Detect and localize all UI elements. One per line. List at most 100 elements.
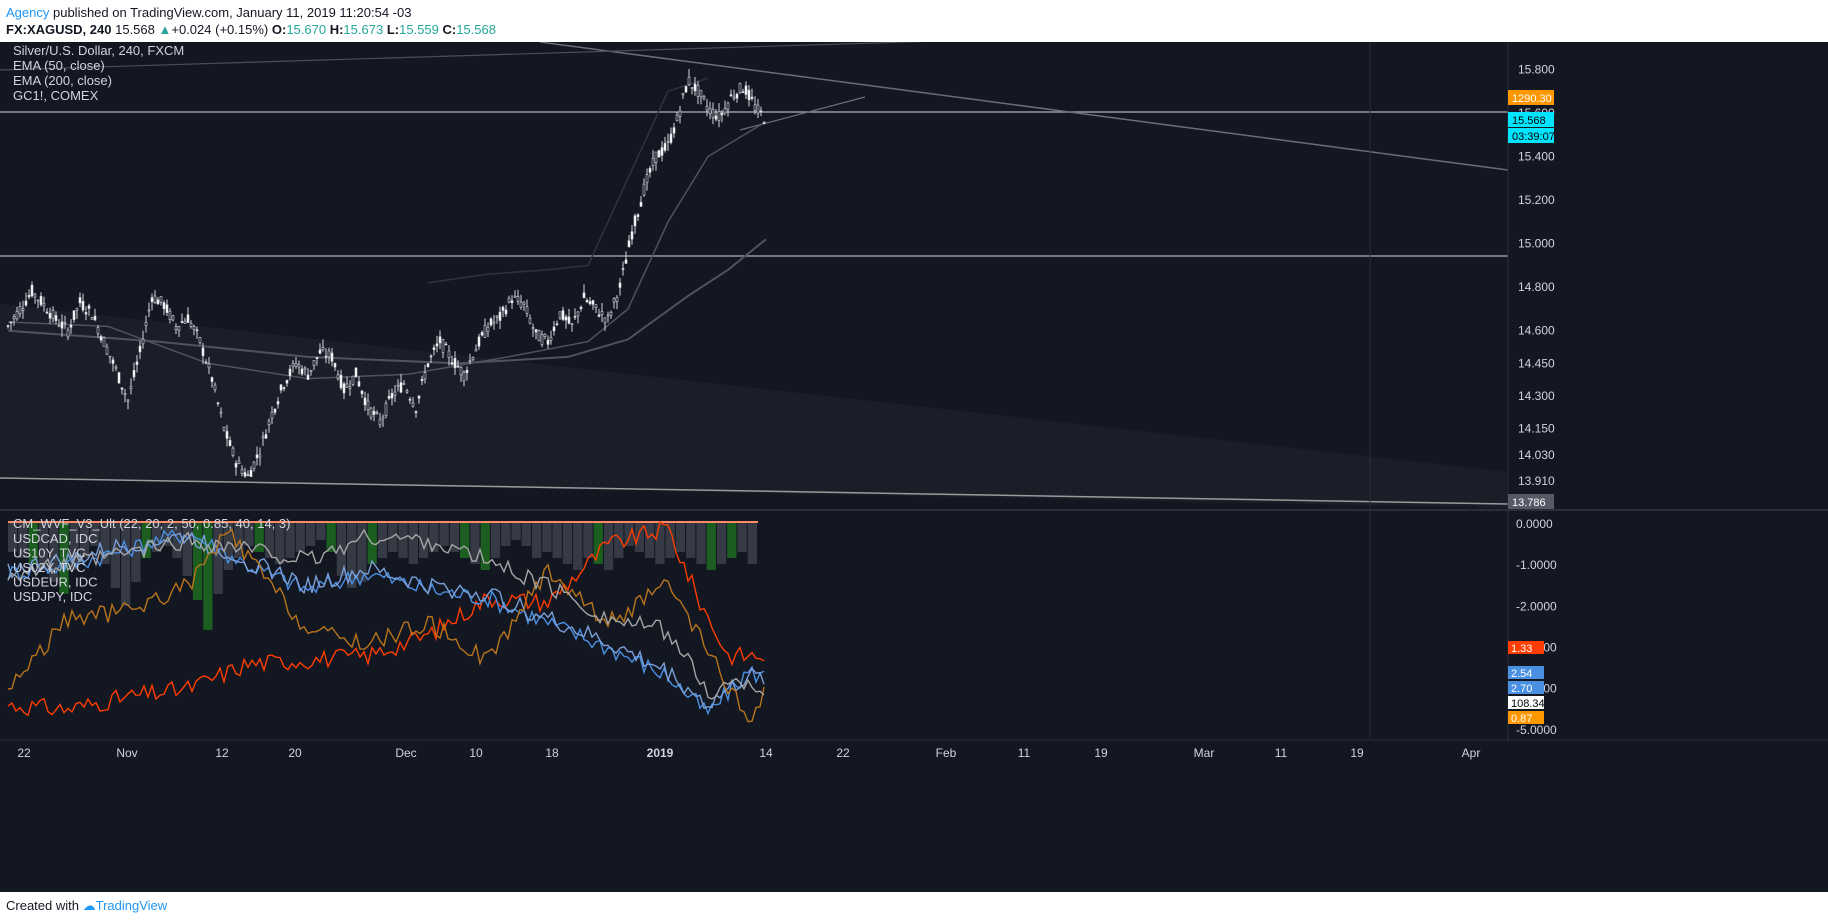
candle-body	[276, 401, 280, 405]
candle-body	[150, 297, 154, 303]
candle-body	[261, 436, 265, 439]
candle-body	[255, 454, 259, 459]
candle-body	[684, 86, 688, 93]
price-change: +0.024 (+0.15%)	[171, 22, 269, 37]
tradingview-logo-icon[interactable]: ☁	[82, 898, 96, 913]
price-badge-bg	[1508, 90, 1554, 105]
wvf-histogram-bar	[192, 522, 203, 600]
time-axis-tick: 19	[1094, 746, 1108, 760]
price-axis-tick: 15.200	[1518, 193, 1555, 207]
candle-body	[672, 127, 676, 134]
candle-body	[93, 315, 97, 321]
candle-body	[666, 141, 670, 143]
wvf-histogram-bar	[562, 522, 573, 564]
candle-body	[33, 293, 37, 298]
candle-body	[729, 94, 733, 97]
close-value: 15.568	[456, 22, 496, 37]
publish-line: Agency published on TradingView.com, Jan…	[6, 4, 496, 21]
indicator-pane[interactable]	[7, 520, 765, 723]
candle-body	[291, 362, 295, 367]
candle-body	[534, 329, 538, 333]
candle-body	[408, 399, 412, 401]
candle-body	[645, 174, 649, 184]
candle-body	[447, 350, 451, 358]
price-axis-tick: 15.000	[1518, 237, 1555, 251]
candle-body	[549, 337, 553, 341]
candle-body	[237, 460, 241, 465]
candle-body	[189, 322, 193, 327]
candle-body	[642, 183, 646, 196]
candle-body	[393, 391, 397, 396]
candle-body	[126, 399, 130, 402]
candle-body	[621, 268, 625, 270]
wvf-histogram-bar	[470, 522, 480, 564]
candle-body	[321, 347, 325, 351]
wvf-histogram-bar	[357, 522, 367, 582]
open-label: O:	[271, 22, 287, 37]
candle-body	[45, 311, 49, 314]
candle-body	[168, 310, 172, 320]
chart-canvas[interactable]: 15.80015.60015.40015.20015.00014.80014.6…	[0, 42, 1828, 892]
time-axis-tick: 12	[215, 746, 229, 760]
candle-body	[96, 327, 100, 334]
candle-body	[732, 96, 736, 99]
wvf-histogram-bar	[624, 522, 634, 546]
trend-line-lower	[0, 477, 1509, 505]
ema50-line	[7, 121, 767, 380]
created-with-text: Created with	[6, 898, 79, 913]
wvf-histogram-bar	[79, 522, 90, 558]
candle-body	[285, 380, 289, 384]
candle-body	[270, 411, 274, 419]
candle-body	[357, 381, 361, 387]
indicator-legend-item: USDEUR, IDC	[13, 575, 98, 590]
candle-body	[636, 214, 640, 217]
candle-body	[87, 305, 91, 309]
wvf-histogram-bar	[264, 522, 275, 558]
candle-body	[585, 299, 589, 303]
wvf-histogram-bar	[460, 522, 470, 558]
wvf-histogram-bar	[8, 522, 18, 552]
candle-body	[117, 372, 121, 384]
indicator-axis-tick: -2.0000	[1516, 599, 1557, 613]
candle-body	[402, 383, 406, 385]
wvf-histogram-bar	[583, 522, 593, 558]
candle-body	[378, 419, 382, 426]
candle-body	[84, 312, 88, 315]
candle-body	[252, 461, 256, 470]
candle-body	[348, 386, 352, 389]
price-pane[interactable]	[0, 42, 1509, 508]
candle-body	[234, 463, 238, 468]
wvf-histogram-bar	[696, 522, 706, 564]
candle-body	[12, 316, 16, 320]
candle-body	[417, 395, 421, 399]
candle-body	[102, 337, 106, 347]
candle-body	[738, 83, 742, 93]
wvf-histogram-bar	[614, 522, 624, 558]
symbol-label: FX:XAGUSD, 240	[6, 22, 112, 37]
tradingview-brand-link[interactable]: TradingView	[95, 898, 168, 913]
indicator-axis-tick: -5.0000	[1516, 723, 1557, 737]
candle-body	[432, 347, 436, 351]
candle-body	[624, 259, 628, 264]
candle-body	[258, 454, 262, 458]
candle-body	[72, 310, 76, 320]
indicator-badge-bg	[1508, 696, 1544, 709]
candle-body	[486, 327, 490, 332]
candle-body	[495, 315, 499, 318]
candle-body	[438, 336, 442, 344]
candle-body	[108, 355, 112, 358]
candle-body	[639, 201, 643, 207]
candle-body	[594, 304, 598, 308]
candle-body	[387, 395, 391, 399]
candle-body	[177, 326, 181, 331]
candle-body	[582, 292, 586, 299]
candle-body	[297, 364, 301, 368]
candle-body	[207, 363, 211, 369]
author-link[interactable]: Agency	[6, 5, 50, 20]
wvf-histogram-bar	[38, 522, 49, 570]
candle-body	[531, 327, 535, 329]
candle-body	[675, 114, 679, 121]
time-axis-tick: 11	[1018, 746, 1031, 760]
candle-body	[36, 299, 40, 302]
wvf-histogram-bar	[531, 522, 542, 558]
